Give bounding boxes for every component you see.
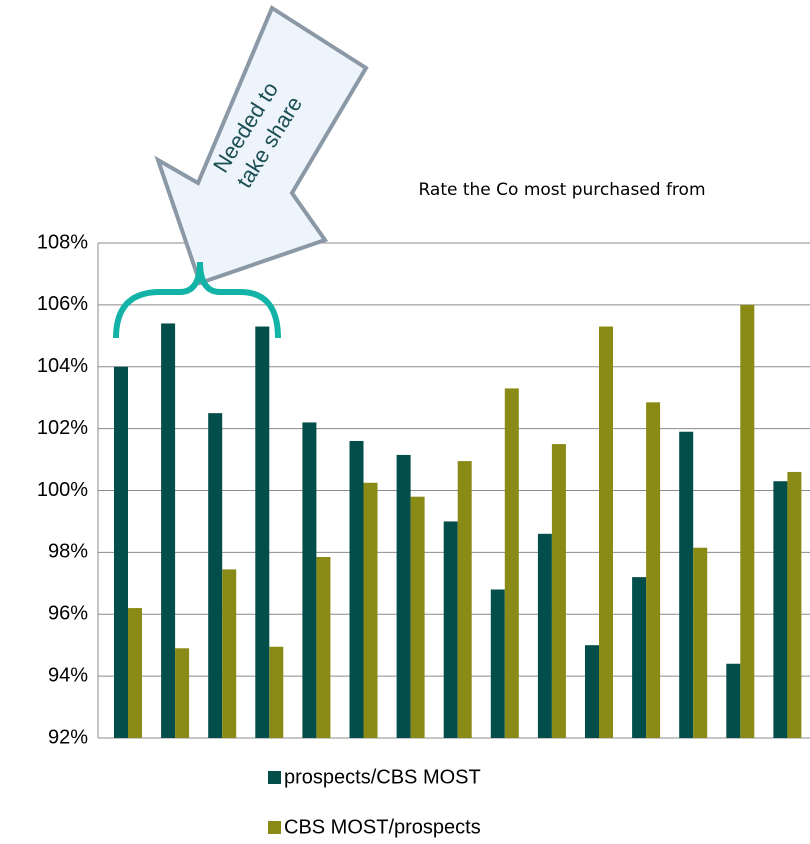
brace — [113, 261, 281, 339]
bar — [632, 577, 647, 738]
bar — [349, 441, 364, 738]
bar — [269, 646, 284, 738]
bar — [302, 422, 317, 738]
bar — [255, 326, 270, 738]
y-tick-label: 106% — [37, 293, 88, 315]
bar — [787, 471, 802, 738]
bar — [537, 533, 552, 738]
bar — [740, 304, 755, 738]
y-tick-label: 96% — [48, 603, 88, 625]
bar — [773, 481, 788, 738]
bar — [490, 589, 505, 738]
legend-label: CBS MOST/prospects — [284, 816, 481, 838]
bar — [410, 496, 425, 738]
bar — [161, 323, 176, 738]
bar — [208, 413, 223, 738]
y-tick-label: 104% — [37, 355, 88, 377]
bar — [316, 557, 331, 738]
bar — [679, 431, 694, 738]
y-tick-label: 92% — [48, 726, 88, 748]
y-tick-label: 100% — [37, 479, 88, 501]
y-tick-label: 98% — [48, 541, 88, 563]
bar — [175, 648, 190, 738]
bar — [504, 388, 519, 738]
bar — [599, 326, 613, 738]
bar — [396, 454, 411, 738]
bar — [443, 521, 458, 738]
y-tick-label: 108% — [37, 231, 88, 253]
y-tick-label: 94% — [48, 664, 88, 686]
bar — [128, 608, 142, 738]
bar — [114, 366, 128, 738]
y-tick-label: 102% — [37, 417, 88, 439]
legend-swatch — [268, 821, 281, 834]
bar — [585, 645, 599, 738]
bar — [551, 444, 566, 738]
bar — [726, 663, 741, 738]
bar — [693, 547, 708, 738]
arrow — [154, 5, 369, 286]
bar — [222, 569, 237, 738]
bar — [646, 402, 661, 738]
bar — [363, 482, 378, 738]
chart-title: Rate the Co most purchased from — [418, 180, 705, 200]
bar — [457, 461, 472, 738]
legend-swatch — [268, 771, 281, 784]
legend-label: prospects/CBS MOST — [284, 766, 481, 788]
